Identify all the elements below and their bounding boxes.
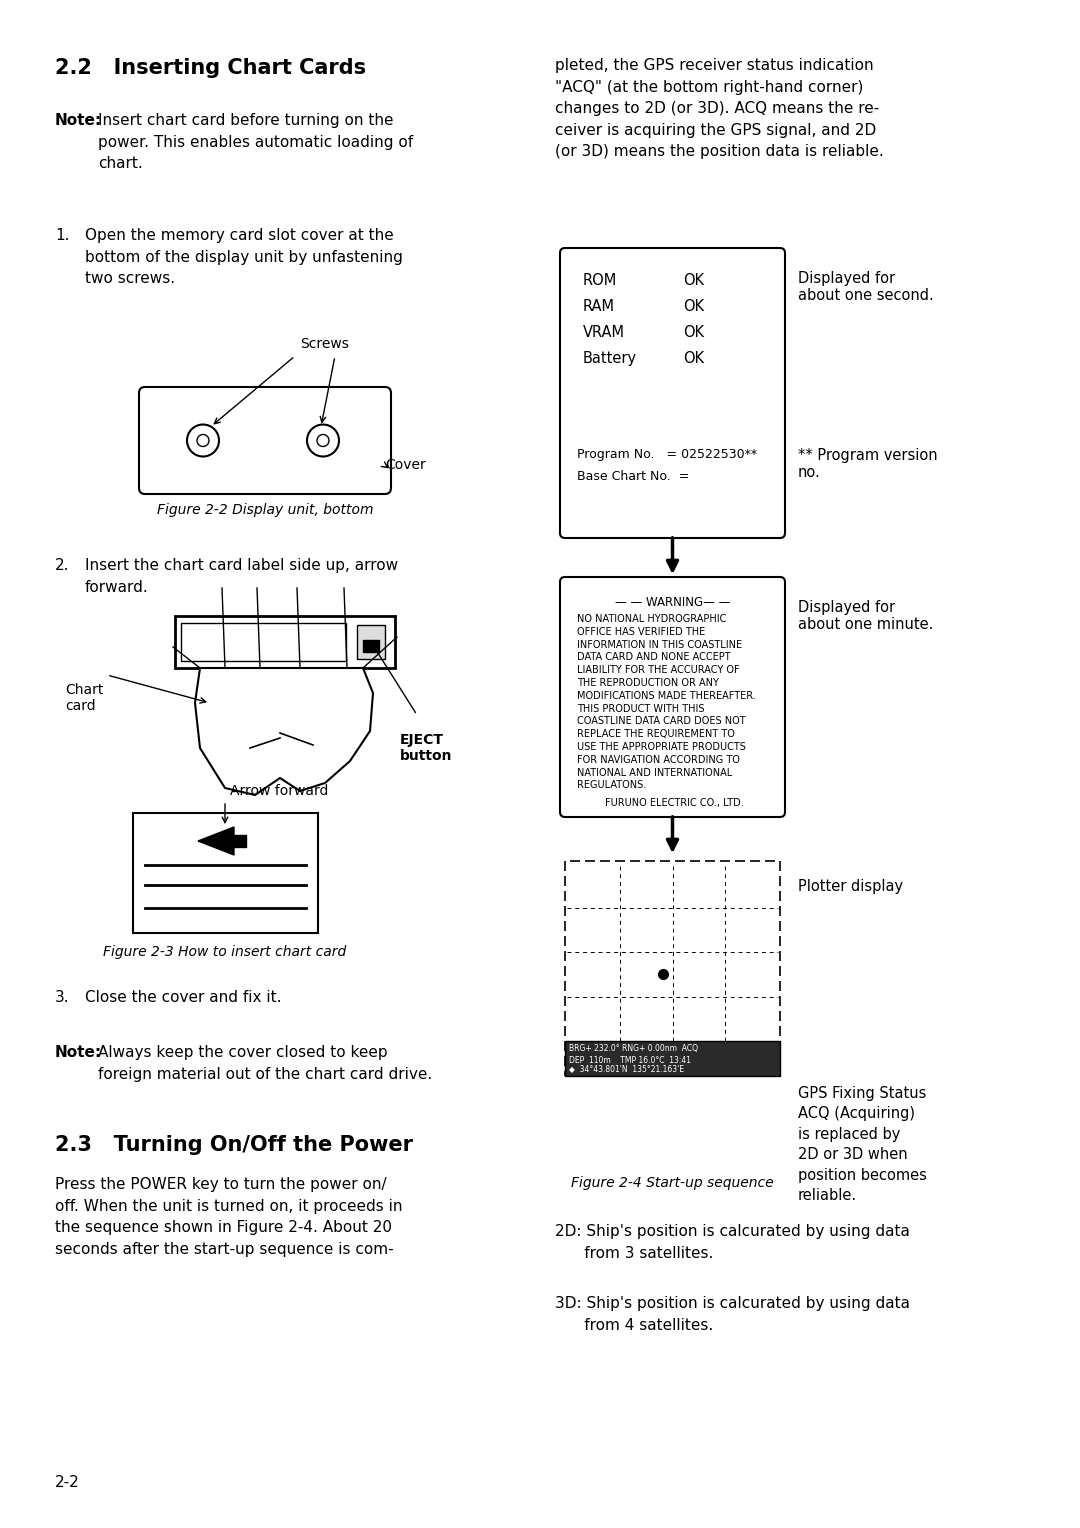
Text: OK: OK — [683, 351, 704, 367]
Text: Note:: Note: — [55, 1045, 103, 1060]
Bar — [357, 625, 384, 659]
Text: MODIFICATIONS MADE THEREAFTER.: MODIFICATIONS MADE THEREAFTER. — [577, 691, 756, 701]
Text: OK: OK — [683, 299, 704, 313]
Text: Insert the chart card label side up, arrow
forward.: Insert the chart card label side up, arr… — [85, 558, 399, 594]
Text: Base Chart No.  =: Base Chart No. = — [577, 471, 689, 483]
Bar — [133, 813, 318, 934]
Text: BRG+ 232.0° RNG+ 0.00nm  ACQ: BRG+ 232.0° RNG+ 0.00nm ACQ — [569, 1044, 698, 1053]
Text: Close the cover and fix it.: Close the cover and fix it. — [85, 990, 282, 1005]
Text: Always keep the cover closed to keep
foreign material out of the chart card driv: Always keep the cover closed to keep for… — [98, 1045, 432, 1082]
Text: Arrow forward: Arrow forward — [230, 784, 328, 798]
Text: Plotter display: Plotter display — [798, 879, 903, 894]
Bar — [232, 834, 246, 847]
Bar — [181, 623, 346, 662]
Bar — [175, 616, 395, 668]
Text: DATA CARD AND NONE ACCEPT: DATA CARD AND NONE ACCEPT — [577, 652, 731, 663]
Text: COASTLINE DATA CARD DOES NOT: COASTLINE DATA CARD DOES NOT — [577, 717, 745, 726]
Text: Insert chart card before turning on the
power. This enables automatic loading of: Insert chart card before turning on the … — [98, 113, 414, 171]
Text: OK: OK — [683, 274, 704, 287]
Text: Open the memory card slot cover at the
bottom of the display unit by unfastening: Open the memory card slot cover at the b… — [85, 228, 403, 286]
Text: Displayed for
about one minute.: Displayed for about one minute. — [798, 601, 933, 633]
Text: Figure 2-2 Display unit, bottom: Figure 2-2 Display unit, bottom — [157, 503, 374, 516]
Text: Note:: Note: — [55, 113, 103, 128]
Text: 1.: 1. — [55, 228, 69, 243]
Text: Screws: Screws — [300, 338, 349, 351]
Text: REGULATONS.: REGULATONS. — [577, 781, 646, 790]
Polygon shape — [198, 827, 234, 856]
Text: pleted, the GPS receiver status indication
"ACQ" (at the bottom right-hand corne: pleted, the GPS receiver status indicati… — [555, 58, 883, 159]
Text: Cover: Cover — [384, 458, 426, 472]
Text: GPS Fixing Status
ACQ (Acquiring)
is replaced by
2D or 3D when
position becomes
: GPS Fixing Status ACQ (Acquiring) is rep… — [798, 1086, 927, 1203]
Text: NATIONAL AND INTERNATIONAL: NATIONAL AND INTERNATIONAL — [577, 767, 732, 778]
Text: Chart
card: Chart card — [65, 683, 104, 714]
Text: VRAM: VRAM — [583, 325, 625, 341]
Bar — [565, 860, 780, 1076]
Text: 2.: 2. — [55, 558, 69, 573]
Text: ** Program version
no.: ** Program version no. — [798, 448, 937, 480]
Text: 2-2: 2-2 — [55, 1475, 80, 1490]
Text: EJECT
button: EJECT button — [400, 733, 453, 762]
Text: 3.: 3. — [55, 990, 69, 1005]
Text: FURUNO ELECTRIC CO., LTD.: FURUNO ELECTRIC CO., LTD. — [605, 798, 744, 808]
Text: OK: OK — [683, 325, 704, 341]
Text: THIS PRODUCT WITH THIS: THIS PRODUCT WITH THIS — [577, 703, 704, 714]
Text: Figure 2-3 How to insert chart card: Figure 2-3 How to insert chart card — [104, 944, 347, 960]
Text: 2.3   Turning On/Off the Power: 2.3 Turning On/Off the Power — [55, 1135, 413, 1155]
Text: ROM: ROM — [583, 274, 618, 287]
Text: REPLACE THE REQUIREMENT TO: REPLACE THE REQUIREMENT TO — [577, 729, 734, 740]
Text: DEP  110m    TMP 16.0°C  13:41: DEP 110m TMP 16.0°C 13:41 — [569, 1056, 691, 1065]
Text: Battery: Battery — [583, 351, 637, 367]
Text: — — WARNING— —: — — WARNING— — — [615, 596, 730, 610]
Text: USE THE APPROPRIATE PRODUCTS: USE THE APPROPRIATE PRODUCTS — [577, 743, 746, 752]
Text: RAM: RAM — [583, 299, 615, 313]
Text: THE REPRODUCTION OR ANY: THE REPRODUCTION OR ANY — [577, 678, 719, 688]
Polygon shape — [195, 668, 373, 795]
Text: 2.2   Inserting Chart Cards: 2.2 Inserting Chart Cards — [55, 58, 366, 78]
Text: 2D: Ship's position is calcurated by using data
      from 3 satellites.: 2D: Ship's position is calcurated by usi… — [555, 1224, 909, 1261]
Text: Press the POWER key to turn the power on/
off. When the unit is turned on, it pr: Press the POWER key to turn the power on… — [55, 1177, 403, 1258]
Text: Displayed for
about one second.: Displayed for about one second. — [798, 270, 934, 304]
Bar — [363, 640, 379, 652]
Text: OFFICE HAS VERIFIED THE: OFFICE HAS VERIFIED THE — [577, 626, 705, 637]
Text: 3D: Ship's position is calcurated by using data
      from 4 satellites.: 3D: Ship's position is calcurated by usi… — [555, 1296, 910, 1332]
Text: NO NATIONAL HYDROGRAPHIC: NO NATIONAL HYDROGRAPHIC — [577, 614, 727, 623]
Text: Figure 2-4 Start-up sequence: Figure 2-4 Start-up sequence — [571, 1177, 773, 1190]
Text: Program No.   = 02522530**: Program No. = 02522530** — [577, 448, 757, 461]
Text: ◆  34°43.801'N  135°21.163'E: ◆ 34°43.801'N 135°21.163'E — [569, 1063, 684, 1073]
Text: LIABILITY FOR THE ACCURACY OF: LIABILITY FOR THE ACCURACY OF — [577, 665, 740, 675]
Text: INFORMATION IN THIS COASTLINE: INFORMATION IN THIS COASTLINE — [577, 640, 742, 649]
Text: FOR NAVIGATION ACCORDING TO: FOR NAVIGATION ACCORDING TO — [577, 755, 740, 766]
Bar — [565, 1041, 780, 1076]
